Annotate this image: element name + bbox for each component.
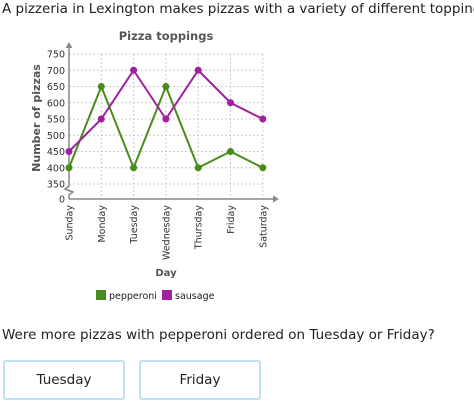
pepperoni-point (227, 148, 234, 155)
x-tick-label: Tuesday (129, 205, 140, 245)
x-tick-label: Thursday (194, 205, 205, 251)
x-tick-label: Friday (226, 205, 237, 234)
y-tick-label: 500 (47, 131, 65, 142)
line-chart: Pizza toppings 0 350 400 450 500 550 600 650 700… (30, 29, 279, 302)
sausage-point (227, 99, 234, 107)
y-tick-label: 700 (47, 66, 65, 77)
y-tick-label: 400 (47, 163, 65, 174)
x-tick-label: Sunday (65, 205, 76, 241)
question-text: Were more pizzas with pepperoni ordered … (2, 327, 435, 343)
x-tick-labels: Sunday Monday Tuesday Wednesday Thursday Frid… (65, 205, 270, 260)
x-tick-label: Monday (97, 205, 108, 243)
data-series (65, 66, 267, 172)
sausage-point (65, 148, 73, 155)
x-axis-label: Day (155, 268, 177, 279)
y-tick-label: 0 (59, 195, 65, 206)
x-axis-arrow (273, 195, 279, 203)
sausage-point (259, 115, 267, 123)
x-tick-label: Saturday (258, 205, 269, 248)
y-tick-label: 750 (47, 50, 65, 61)
pepperoni-point (259, 164, 267, 172)
answer-tuesday-button[interactable]: Tuesday (3, 360, 125, 400)
y-tick-label: 450 (47, 147, 65, 158)
y-axis-arrow (65, 42, 73, 48)
chart-title: Pizza toppings (119, 29, 214, 43)
legend: pepperoni sausage (96, 290, 215, 302)
y-tick-label: 600 (47, 98, 65, 109)
legend-swatch-pepperoni (96, 290, 106, 300)
y-axis-break (63, 185, 75, 199)
y-tick-label: 350 (47, 180, 65, 191)
sausage-point (97, 115, 105, 123)
axes (63, 42, 279, 203)
y-tick-label: 550 (47, 115, 65, 126)
legend-swatch-sausage (162, 290, 172, 300)
pepperoni-point (130, 164, 138, 172)
pepperoni-point (65, 164, 73, 172)
x-tick-label: Wednesday (161, 205, 172, 260)
legend-label-sausage: sausage (175, 291, 215, 302)
y-tick-labels: 0 350 400 450 500 550 600 650 700 750 (47, 50, 65, 206)
y-tick-label: 650 (47, 82, 65, 93)
sausage-point (194, 66, 202, 74)
sausage-point (162, 115, 170, 123)
answer-friday-button[interactable]: Friday (139, 360, 261, 400)
legend-label-pepperoni: pepperoni (109, 291, 157, 302)
pepperoni-point (194, 164, 202, 172)
grid-lines (68, 53, 264, 199)
y-axis-label: Number of pizzas (30, 64, 43, 172)
prompt-text: A pizzeria in Lexington makes pizzas wit… (2, 1, 474, 17)
sausage-point (130, 66, 138, 74)
pepperoni-point (97, 83, 105, 90)
pepperoni-point (162, 83, 170, 90)
